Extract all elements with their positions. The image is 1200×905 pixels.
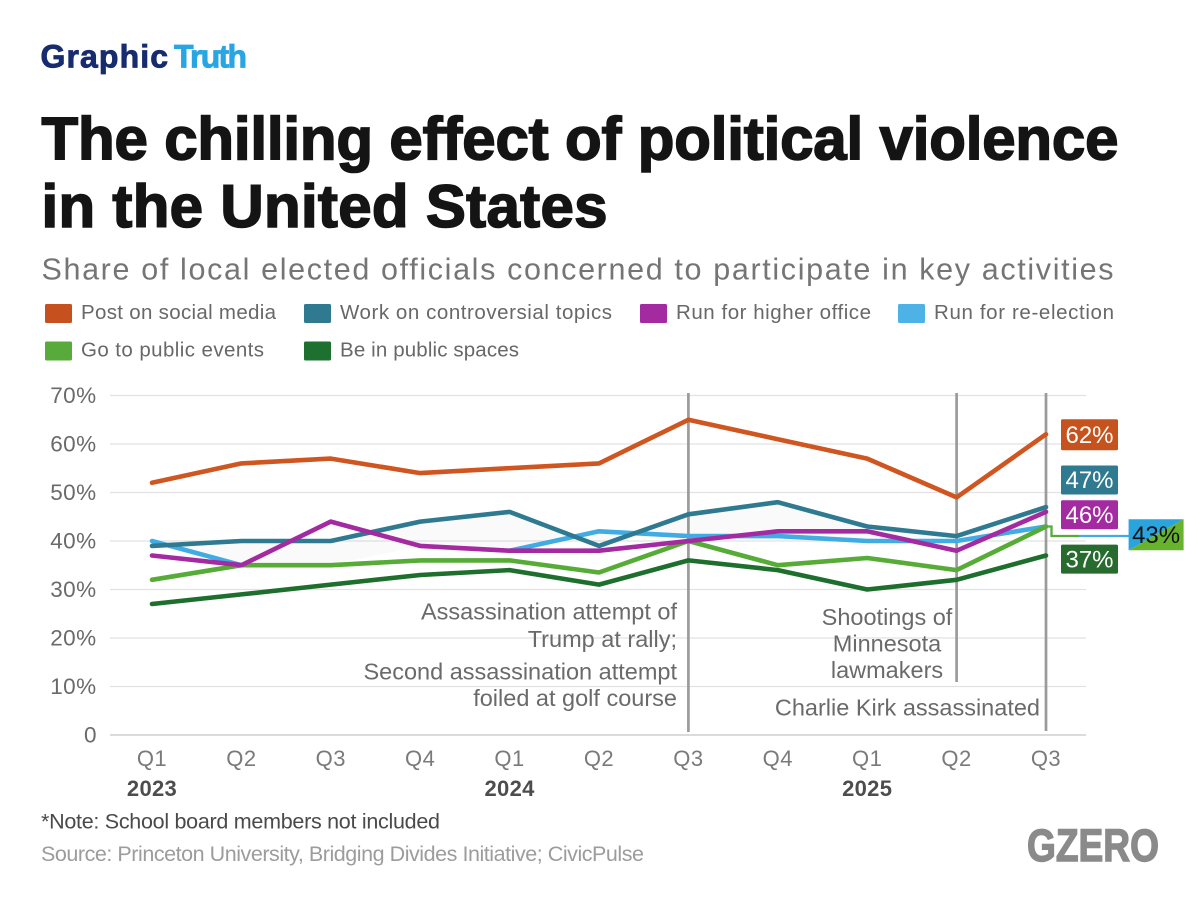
svg-text:Minnesota: Minnesota — [833, 631, 942, 657]
svg-text:20%: 20% — [50, 626, 96, 651]
svg-text:60%: 60% — [50, 432, 96, 457]
svg-text:40%: 40% — [50, 529, 96, 554]
svg-text:Second assassination attempt: Second assassination attempt — [363, 659, 677, 685]
svg-text:70%: 70% — [50, 383, 96, 408]
svg-text:Q4: Q4 — [405, 746, 435, 771]
svg-text:43%: 43% — [1132, 522, 1180, 549]
svg-text:Q1: Q1 — [494, 746, 524, 771]
svg-text:2023: 2023 — [127, 776, 177, 801]
svg-text:Truth: Truth — [174, 39, 247, 75]
svg-text:Run for higher office: Run for higher office — [676, 301, 871, 324]
svg-text:Q4: Q4 — [763, 746, 793, 771]
svg-text:Assassination attempt of: Assassination attempt of — [421, 598, 677, 624]
svg-text:Go to public events: Go to public events — [81, 339, 264, 362]
svg-text:2024: 2024 — [485, 776, 536, 801]
svg-text:Be in public spaces: Be in public spaces — [340, 339, 519, 362]
svg-text:Q1: Q1 — [852, 746, 882, 771]
svg-text:47%: 47% — [1065, 467, 1113, 494]
svg-text:Work on controversial topics: Work on controversial topics — [340, 301, 612, 324]
svg-text:Run for re-election: Run for re-election — [934, 301, 1114, 324]
svg-text:Trump at rally;: Trump at rally; — [528, 626, 677, 652]
svg-text:GZERO: GZERO — [1027, 820, 1159, 871]
svg-text:lawmakers: lawmakers — [831, 657, 943, 683]
svg-text:*Note: School board members no: *Note: School board members not included — [41, 809, 440, 833]
svg-text:in the United States: in the United States — [42, 173, 608, 240]
svg-text:Source: Princeton University,: Source: Princeton University, Bridging D… — [41, 842, 644, 866]
svg-text:46%: 46% — [1065, 502, 1113, 529]
svg-text:Q3: Q3 — [673, 746, 703, 771]
svg-text:Q1: Q1 — [137, 746, 167, 771]
svg-text:37%: 37% — [1065, 546, 1113, 573]
svg-text:0: 0 — [84, 723, 97, 748]
svg-text:Q2: Q2 — [941, 746, 971, 771]
svg-text:Q3: Q3 — [1031, 746, 1061, 771]
svg-text:foiled at golf course: foiled at golf course — [473, 685, 677, 711]
svg-text:Share of local elected officia: Share of local elected officials concern… — [42, 253, 1114, 287]
svg-text:Q2: Q2 — [584, 746, 614, 771]
svg-text:Charlie Kirk assassinated: Charlie Kirk assassinated — [775, 695, 1040, 721]
svg-text:The chilling effect of politic: The chilling effect of political violenc… — [42, 105, 1119, 172]
svg-text:Q3: Q3 — [316, 746, 346, 771]
svg-text:62%: 62% — [1065, 422, 1113, 449]
svg-text:Graphic: Graphic — [41, 39, 169, 75]
svg-text:50%: 50% — [50, 480, 96, 505]
svg-text:10%: 10% — [50, 674, 96, 699]
svg-text:2025: 2025 — [842, 776, 892, 801]
svg-text:Post on social media: Post on social media — [81, 301, 277, 324]
svg-text:Shootings of: Shootings of — [822, 604, 953, 630]
svg-text:30%: 30% — [50, 577, 96, 602]
svg-text:Q2: Q2 — [226, 746, 256, 771]
